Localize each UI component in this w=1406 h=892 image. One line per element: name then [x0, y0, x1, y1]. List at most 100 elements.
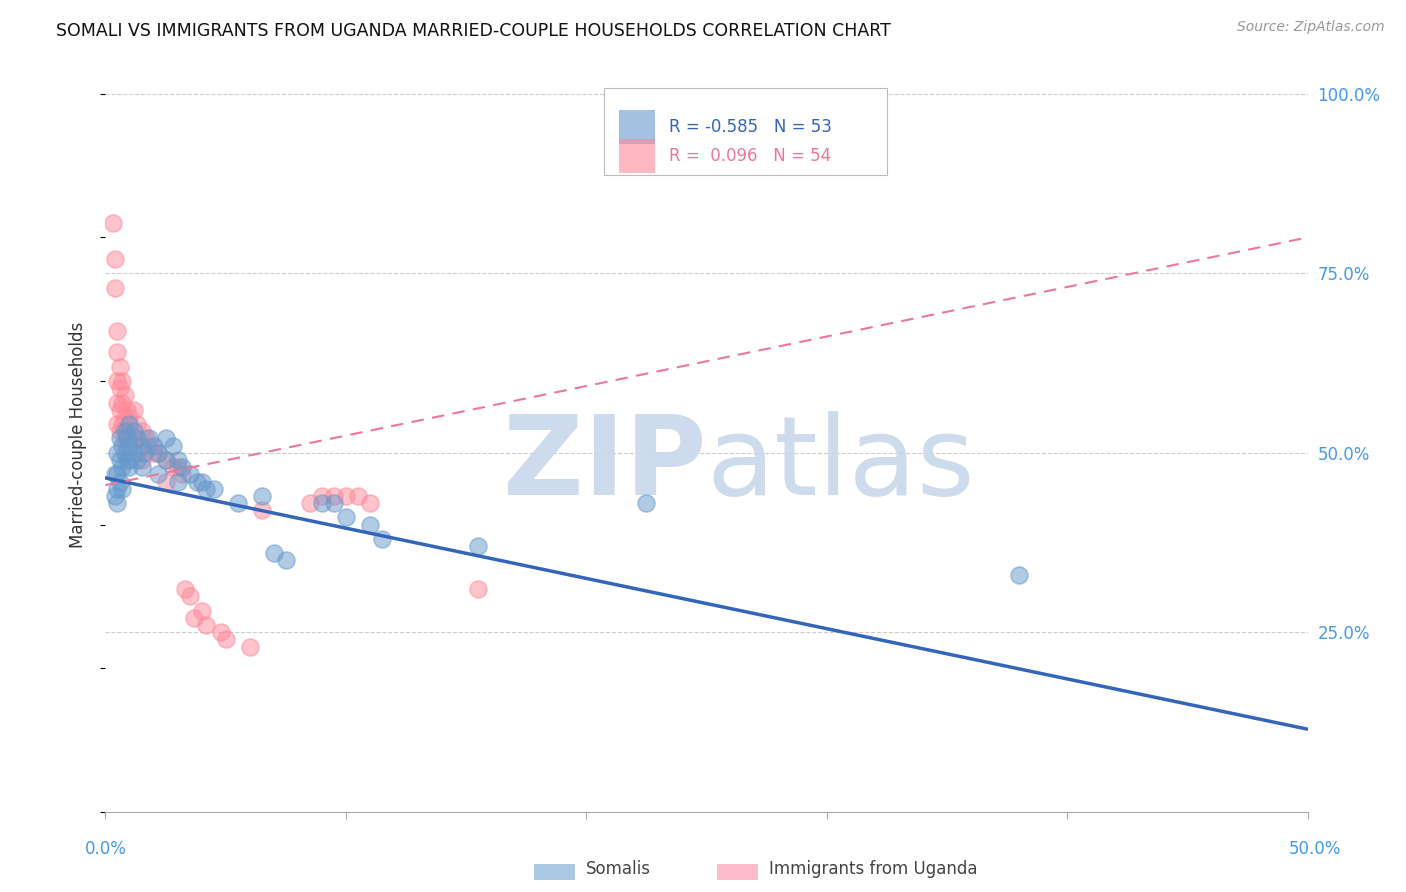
Point: [111, 417, 134, 431]
Point: [124, 432, 146, 446]
Text: 0.0%: 0.0%: [84, 840, 127, 858]
Point: [214, 632, 236, 647]
Point: [166, 460, 188, 475]
Point: [131, 424, 153, 438]
Point: [114, 424, 136, 438]
Point: [162, 439, 184, 453]
Point: [108, 424, 131, 438]
Point: [115, 432, 138, 446]
Point: [131, 460, 153, 475]
Point: [467, 539, 489, 553]
Point: [111, 395, 134, 409]
Point: [107, 482, 129, 496]
Point: [226, 496, 249, 510]
Point: [636, 496, 658, 510]
Point: [124, 424, 146, 438]
Text: ZIP: ZIP: [503, 411, 707, 518]
Point: [118, 417, 141, 431]
Point: [467, 582, 489, 597]
Point: [125, 453, 148, 467]
Point: [131, 439, 153, 453]
Y-axis label: Married-couple Households: Married-couple Households: [69, 322, 87, 548]
Point: [107, 496, 129, 510]
Point: [108, 475, 131, 489]
Point: [104, 252, 127, 266]
Point: [118, 460, 141, 475]
Point: [125, 432, 148, 446]
Text: atlas: atlas: [707, 411, 974, 518]
Text: R = -0.585   N = 53: R = -0.585 N = 53: [669, 118, 832, 136]
Point: [111, 482, 134, 496]
Point: [107, 345, 129, 359]
Point: [347, 489, 370, 503]
Point: [111, 374, 134, 388]
Point: [335, 489, 357, 503]
Point: [148, 446, 170, 460]
Point: [125, 417, 148, 431]
Point: [202, 482, 225, 496]
Point: [311, 496, 333, 510]
Point: [104, 281, 127, 295]
Point: [107, 446, 129, 460]
Point: [111, 460, 134, 475]
Point: [209, 625, 232, 640]
Point: [107, 374, 129, 388]
Point: [298, 496, 321, 510]
Bar: [605, 88, 887, 175]
Point: [148, 467, 170, 482]
Point: [104, 467, 127, 482]
Point: [107, 417, 129, 431]
Text: Immigrants from Uganda: Immigrants from Uganda: [769, 860, 977, 878]
Point: [172, 460, 194, 475]
Point: [135, 432, 157, 446]
Point: [142, 439, 165, 453]
Point: [114, 409, 136, 424]
Point: [118, 432, 141, 446]
Point: [322, 496, 344, 510]
Point: [371, 532, 394, 546]
Bar: [619, 139, 655, 173]
Point: [138, 439, 160, 453]
Point: [172, 467, 194, 482]
Point: [162, 460, 184, 475]
Point: [125, 446, 148, 460]
Point: [274, 553, 297, 567]
Point: [108, 432, 131, 446]
Point: [195, 482, 218, 496]
Point: [114, 446, 136, 460]
Point: [179, 467, 201, 482]
Text: Somalis: Somalis: [586, 860, 651, 878]
Point: [114, 432, 136, 446]
Text: 50.0%: 50.0%: [1288, 840, 1341, 858]
Point: [115, 453, 138, 467]
Point: [155, 475, 177, 489]
Point: [155, 432, 177, 446]
Point: [115, 424, 138, 438]
Point: [173, 582, 195, 597]
Point: [118, 453, 141, 467]
Point: [1008, 567, 1031, 582]
Point: [186, 475, 208, 489]
Point: [132, 446, 155, 460]
Point: [250, 489, 273, 503]
Point: [104, 489, 127, 503]
Point: [118, 439, 141, 453]
Point: [359, 517, 381, 532]
Point: [179, 590, 201, 604]
Point: [311, 489, 333, 503]
Point: [250, 503, 273, 517]
Point: [115, 402, 138, 417]
Point: [107, 467, 129, 482]
Text: Source: ZipAtlas.com: Source: ZipAtlas.com: [1237, 20, 1385, 34]
Point: [131, 453, 153, 467]
Point: [108, 359, 131, 374]
Text: R =  0.096   N = 54: R = 0.096 N = 54: [669, 147, 831, 165]
Point: [335, 510, 357, 524]
Text: SOMALI VS IMMIGRANTS FROM UGANDA MARRIED-COUPLE HOUSEHOLDS CORRELATION CHART: SOMALI VS IMMIGRANTS FROM UGANDA MARRIED…: [56, 22, 891, 40]
Point: [108, 381, 131, 395]
Point: [142, 446, 165, 460]
Point: [166, 453, 188, 467]
Point: [183, 611, 205, 625]
Point: [108, 402, 131, 417]
Point: [124, 402, 146, 417]
